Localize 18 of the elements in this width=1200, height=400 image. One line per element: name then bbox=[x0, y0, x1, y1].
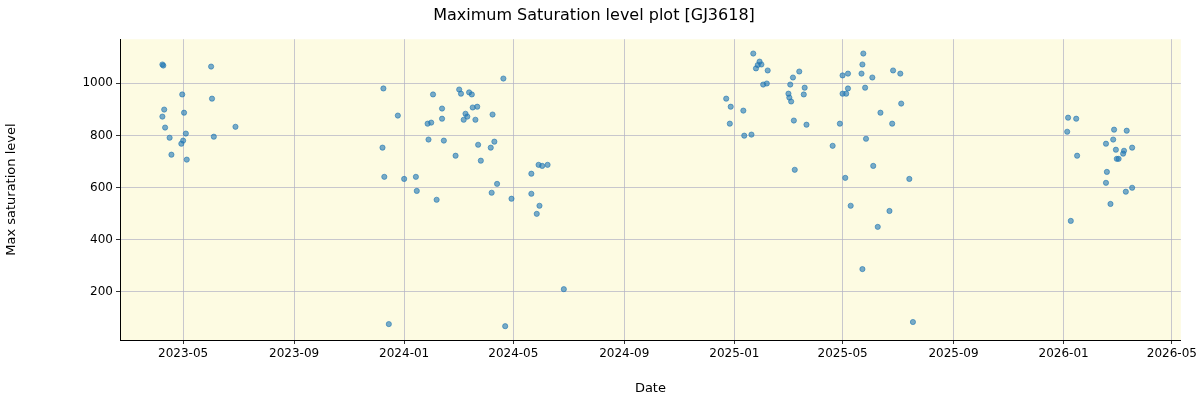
y-tick-label: 800 bbox=[90, 127, 113, 142]
x-tick-label: 2024-09 bbox=[599, 346, 650, 361]
x-tick-label: 2025-09 bbox=[928, 346, 979, 361]
y-tick-label: 200 bbox=[90, 283, 113, 298]
y-tick-label: 400 bbox=[90, 231, 113, 246]
x-axis-title: Date bbox=[634, 379, 666, 395]
y-tick-label: 600 bbox=[90, 179, 113, 194]
x-tick-label: 2023-09 bbox=[269, 346, 320, 361]
y-tick-label: 1000 bbox=[82, 75, 113, 90]
y-axis-title: Max saturation level bbox=[3, 123, 19, 256]
x-tick-label: 2025-01 bbox=[709, 346, 760, 361]
x-tick-label: 2026-05 bbox=[1146, 346, 1197, 361]
x-tick-label: 2024-05 bbox=[488, 346, 539, 361]
x-tick-label: 2023-05 bbox=[158, 346, 209, 361]
x-tick-label: 2024-01 bbox=[379, 346, 430, 361]
x-tick-label: 2026-01 bbox=[1038, 346, 1089, 361]
x-tick-label: 2025-05 bbox=[817, 346, 868, 361]
chart-title: Maximum Saturation level plot [GJ3618] bbox=[433, 4, 755, 24]
